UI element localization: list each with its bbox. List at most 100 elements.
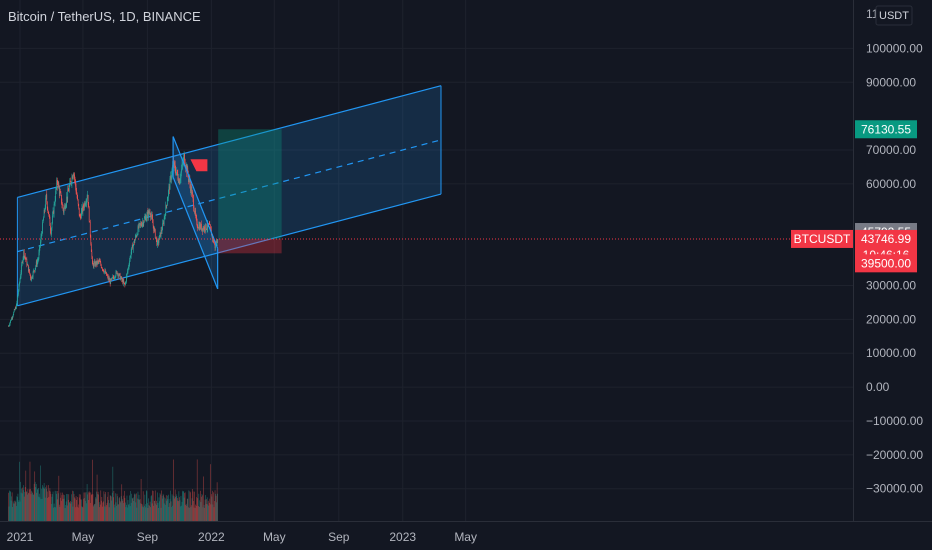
volume-bar [33,494,34,521]
volume-bar [80,499,82,521]
volume-bar [155,503,157,521]
volume-bar [62,498,64,521]
candle-body [97,261,98,264]
volume-bar [37,489,39,521]
candle-body [91,251,93,257]
candle-body [140,223,142,226]
volume-bar [159,501,160,521]
candle-body [113,277,115,279]
volume-bar [77,497,79,521]
candle-body [28,265,29,272]
volume-bar [190,507,192,521]
candle-body [124,283,126,286]
volume-bar [8,506,10,521]
volume-bar [66,505,68,521]
volume-bar [52,491,54,521]
candle-body [39,246,41,248]
volume-bar [213,507,215,521]
volume-bar [162,493,164,521]
candle-body [40,236,42,242]
candle-body [177,174,179,180]
volume-bar [174,498,176,521]
candle-body [89,221,91,223]
volume-bar [108,507,110,521]
volume-bar [25,470,27,521]
chart-grid [0,0,853,521]
candle-body [183,154,185,158]
candle-body [90,235,92,244]
volume-bar [119,497,120,521]
volume-bar [118,498,120,521]
volume-bar [186,505,188,521]
volume-bar [39,493,40,521]
price-axis-separator [853,0,854,522]
price-tick-label: −10000.00 [866,414,923,428]
candle-body [146,218,147,221]
candle-body [127,271,128,274]
candle-body [105,272,107,274]
volume-bar [104,506,105,521]
volume-bar [42,485,43,521]
volume-bar [34,471,36,521]
volume-bar [10,491,11,521]
volume-bar [79,497,81,521]
candle-body [165,205,167,216]
candle-body [107,275,109,279]
volume-bar [170,501,172,521]
candle-body [126,273,128,277]
volume-bar [157,492,158,521]
candle-body [58,183,60,188]
candle-body [164,215,166,217]
candle-body [14,309,16,311]
price-tick-label: 60000.00 [866,177,916,191]
time-tick-label: 2023 [389,530,416,544]
volume-bar [69,501,71,521]
candle-body [125,282,126,286]
candle-body [216,240,218,244]
candle-body [195,210,196,216]
volume-bar [28,493,30,521]
volume-bar [195,505,197,521]
volume-bar [71,494,72,521]
volume-bar [91,494,93,521]
volume-bar [157,502,159,521]
volume-bar [53,503,55,521]
volume-bar [190,492,191,521]
candle-body [192,191,193,195]
volume-bar [15,502,17,521]
volume-bar [33,483,35,521]
candle-body [92,256,93,263]
volume-bar [150,507,151,521]
candle-body [11,317,12,321]
candle-body [14,307,16,310]
candle-body [64,205,65,209]
candle-body [43,210,45,218]
candle-body [123,282,125,284]
price-tick-label: 20000.00 [866,312,916,326]
volume-bar [58,504,60,521]
volume-bar [161,490,162,521]
candle-body [216,240,217,245]
volume-bar [155,500,157,521]
candle-body [202,228,203,232]
candle-body [52,215,53,223]
volume-bar [9,491,11,521]
volume-bar [40,499,42,521]
candle-body [57,182,59,187]
candle-body [168,186,170,191]
volume-bar [114,507,116,521]
volume-bar [202,507,204,521]
volume-bar [137,491,139,521]
volume-bar [103,491,105,521]
candle-body [142,221,144,225]
volume-bar [49,490,50,521]
volume-bar [111,500,113,521]
volume-bar [65,504,66,521]
volume-bar [42,486,44,521]
time-axis: 2021 May Sep 2022 May Sep 2023 May [7,530,477,544]
volume-bar [188,507,190,521]
volume-bar [118,504,119,521]
volume-bar [172,505,173,521]
candle-body [201,228,203,230]
